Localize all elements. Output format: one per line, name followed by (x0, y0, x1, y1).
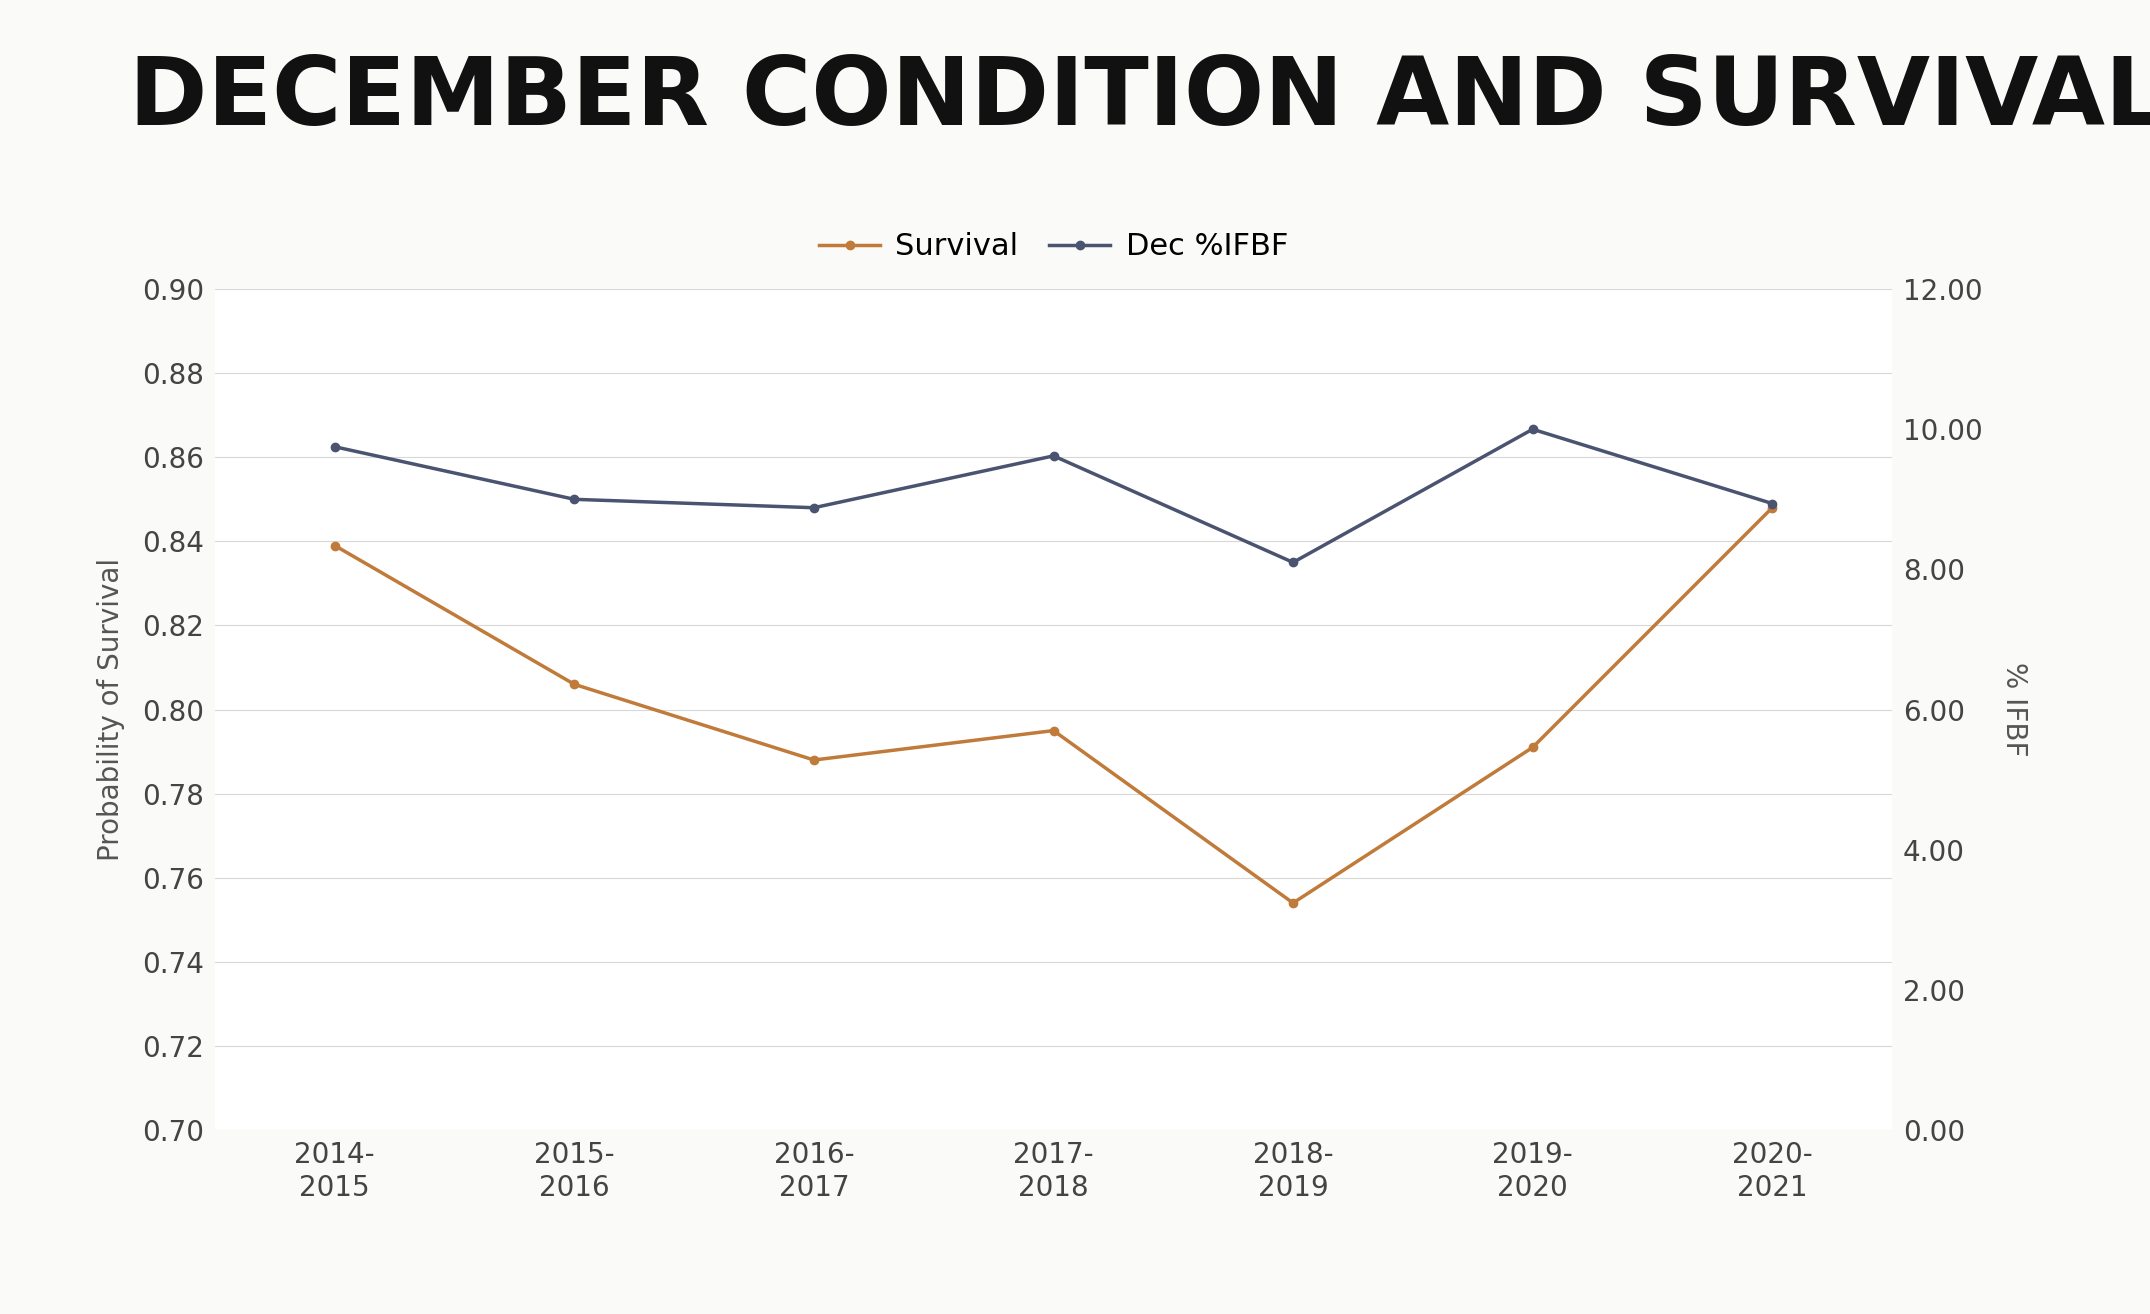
Line: Dec %IFBF: Dec %IFBF (331, 424, 1776, 566)
Dec %IFBF (802, 499, 828, 515)
Y-axis label: % IFBF: % IFBF (2000, 662, 2027, 757)
Line: Survival: Survival (331, 503, 1776, 907)
Survival (1041, 723, 1066, 738)
Dec %IFBF (322, 439, 348, 455)
Survival (561, 677, 587, 692)
Dec %IFBF (1520, 422, 1546, 438)
Dec %IFBF (1041, 448, 1066, 464)
Dec %IFBF (561, 491, 587, 507)
Survival (322, 537, 348, 553)
Text: DECEMBER CONDITION AND SURVIVAL: DECEMBER CONDITION AND SURVIVAL (129, 53, 2150, 145)
Dec %IFBF (1279, 555, 1305, 570)
Dec %IFBF (1759, 495, 1784, 511)
Legend: Survival, Dec %IFBF: Survival, Dec %IFBF (806, 221, 1301, 273)
Survival (1520, 740, 1546, 756)
Survival (1279, 895, 1305, 911)
Y-axis label: Probability of Survival: Probability of Survival (97, 558, 125, 861)
Survival (802, 752, 828, 767)
Survival (1759, 499, 1784, 515)
